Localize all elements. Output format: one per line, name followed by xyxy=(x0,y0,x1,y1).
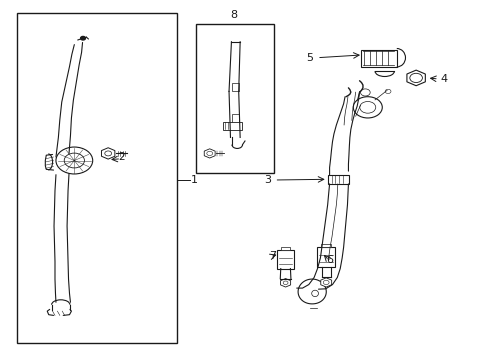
Bar xyxy=(316,247,335,267)
Bar xyxy=(276,250,294,269)
Bar xyxy=(232,114,239,123)
Text: 1: 1 xyxy=(191,175,198,185)
Bar xyxy=(321,244,330,247)
Bar xyxy=(196,24,273,173)
Circle shape xyxy=(81,36,85,40)
Text: 8: 8 xyxy=(230,10,237,20)
Bar xyxy=(232,82,239,91)
Text: 5: 5 xyxy=(306,53,313,63)
Polygon shape xyxy=(406,70,425,86)
Bar xyxy=(17,13,177,343)
Polygon shape xyxy=(102,148,115,159)
Text: 7: 7 xyxy=(268,251,275,261)
Text: 3: 3 xyxy=(264,175,270,185)
Text: 2: 2 xyxy=(118,152,124,162)
Bar xyxy=(360,50,396,67)
Bar xyxy=(280,247,290,250)
Polygon shape xyxy=(280,279,290,287)
Polygon shape xyxy=(320,278,331,287)
Circle shape xyxy=(352,97,382,118)
Bar xyxy=(223,122,242,130)
Text: 4: 4 xyxy=(439,74,447,84)
Circle shape xyxy=(56,147,93,174)
Text: 6: 6 xyxy=(326,255,333,265)
Bar xyxy=(327,175,349,184)
Polygon shape xyxy=(204,149,215,158)
